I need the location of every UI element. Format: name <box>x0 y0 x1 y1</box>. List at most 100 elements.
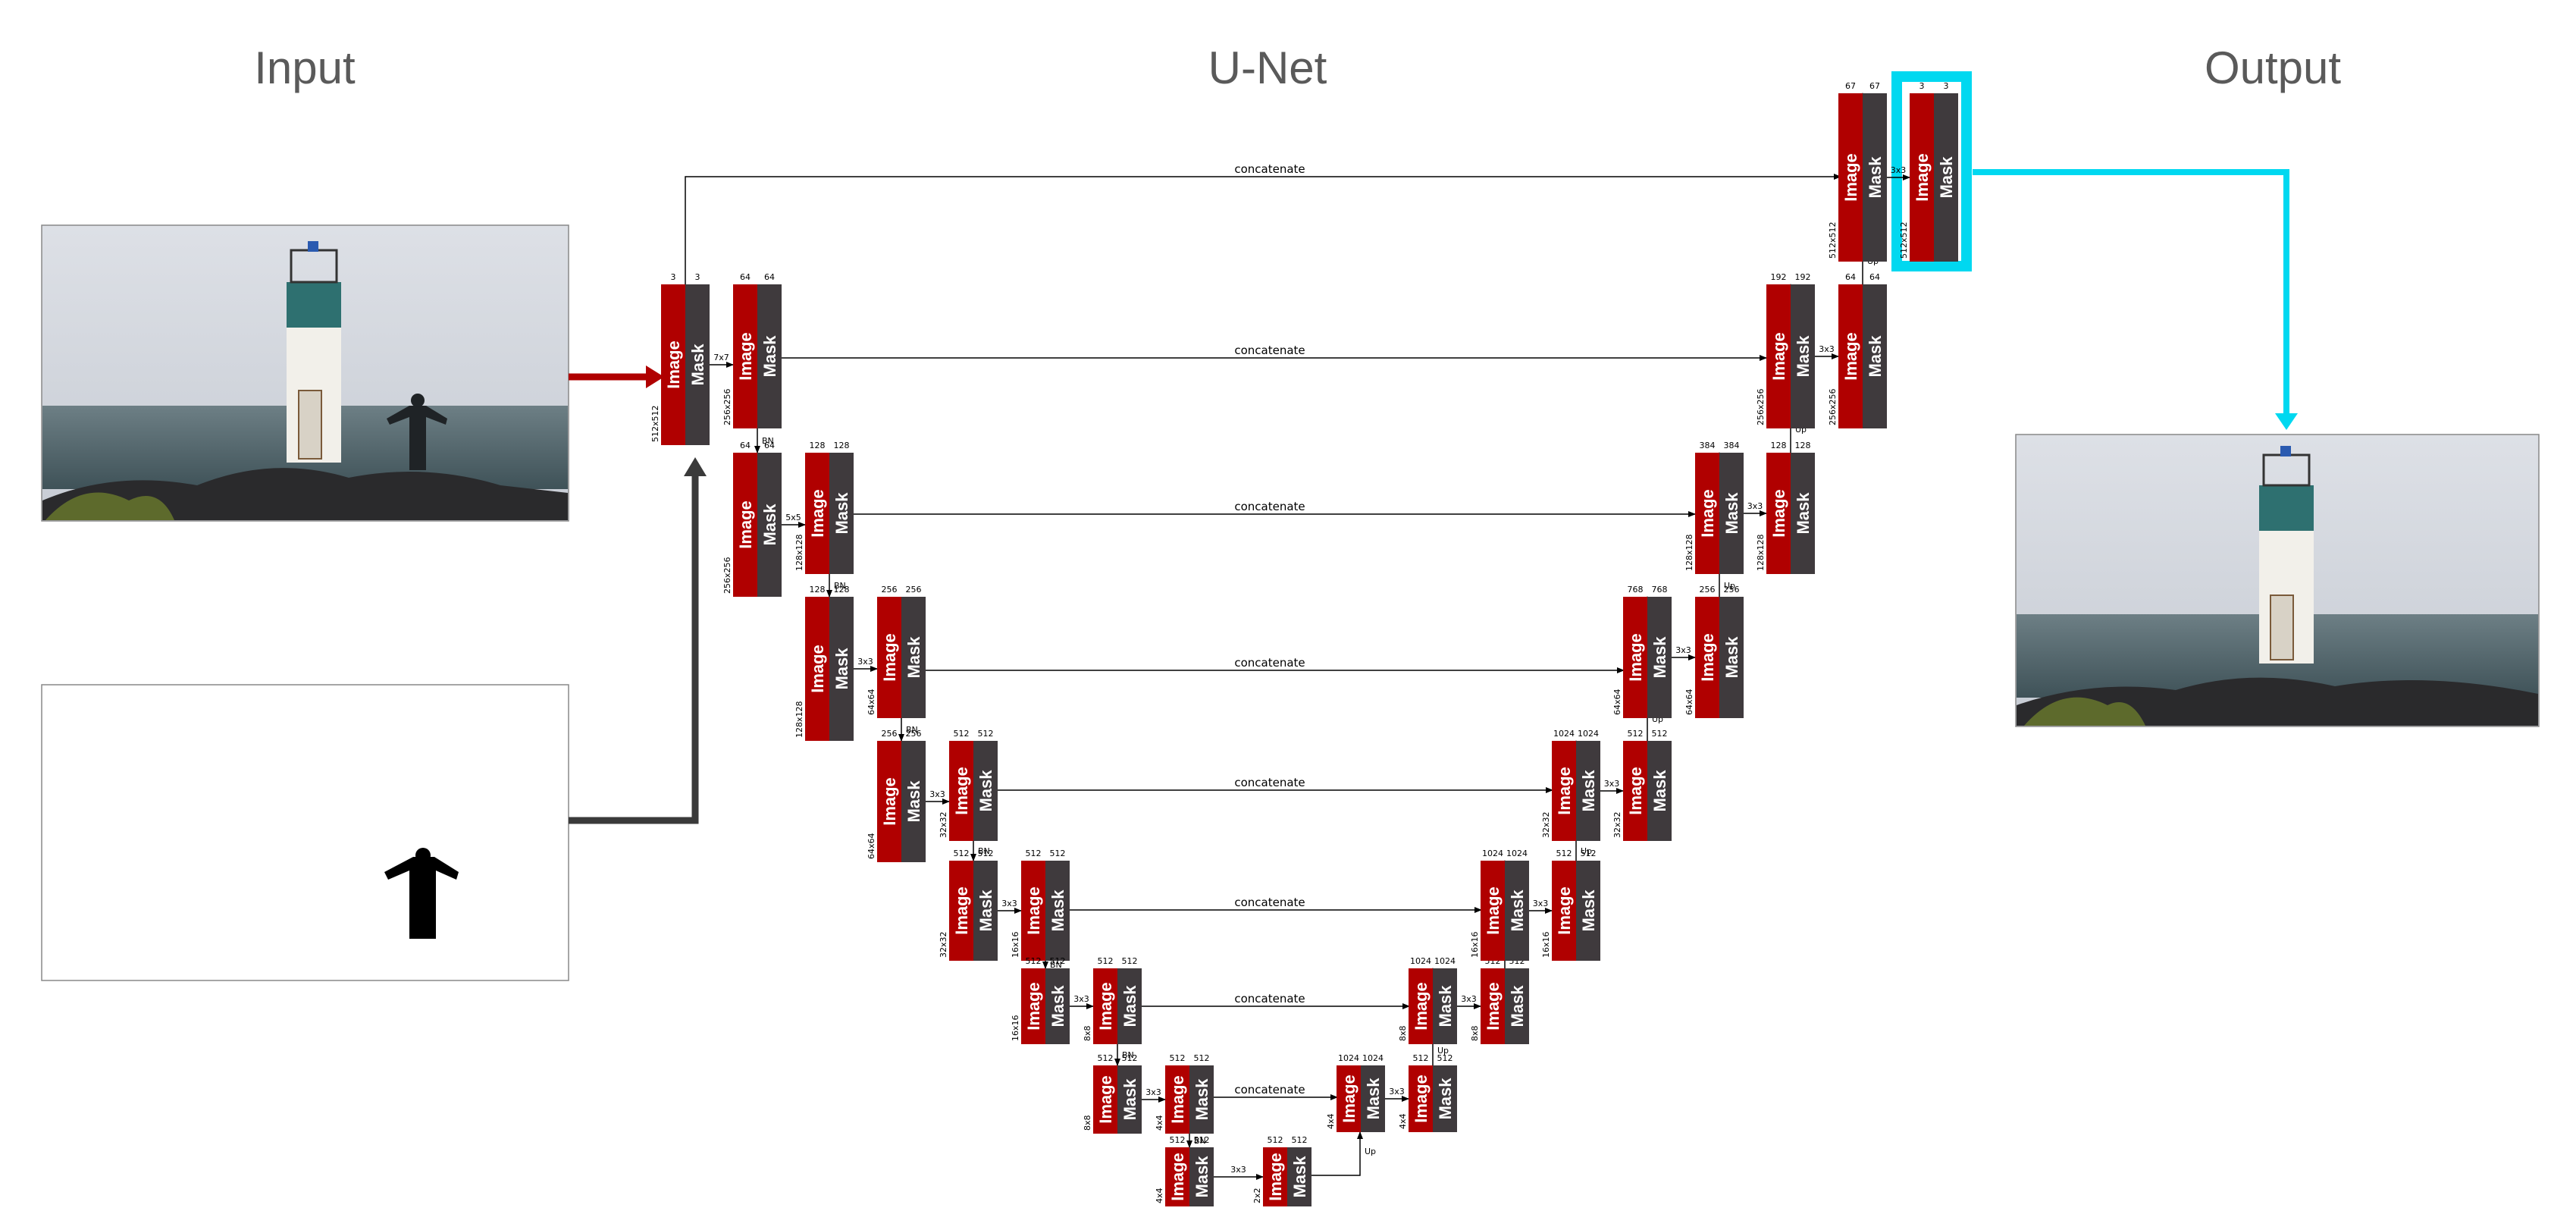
unet-block: Image Mask 64 64 256x256 <box>722 441 782 597</box>
op-label: 3x3 <box>1533 899 1549 908</box>
unet-block: Image Mask 512 512 32x32 <box>939 849 998 961</box>
unet-block: Image Mask 768 768 64x64 <box>1612 585 1672 718</box>
concat-label: concatenate <box>1234 776 1305 789</box>
mask-channel <box>1505 968 1529 1044</box>
op-edge: BN <box>826 574 846 598</box>
mask-channel-count: 512 <box>978 729 994 739</box>
op-edge: 3x3 <box>1214 1165 1264 1180</box>
unet-block: Image Mask 512 512 8x8 <box>1083 1053 1142 1134</box>
unet-block: Image Mask 128 128 128x128 <box>1756 441 1815 574</box>
mask-channel <box>1189 1065 1214 1134</box>
mask-label: Mask <box>1650 636 1669 679</box>
mask-channel <box>1719 597 1744 718</box>
image-channel-count: 64 <box>740 441 751 450</box>
op-edge: 3x3 <box>1815 344 1839 359</box>
unet-block: Image Mask 1024 1024 32x32 <box>1541 729 1600 841</box>
spatial-size: 128x128 <box>794 701 804 738</box>
mask-channel-count: 192 <box>1795 272 1811 282</box>
op-edge: BN <box>970 841 990 861</box>
op-edge: 3x3 <box>854 657 878 672</box>
mask-channel <box>1189 1147 1214 1206</box>
spatial-size: 256x256 <box>1828 388 1838 425</box>
image-channel <box>1409 1065 1433 1132</box>
image-label: Image <box>808 645 827 693</box>
mask-channel <box>1117 1065 1142 1134</box>
mask-channel <box>1433 968 1457 1044</box>
mask-channel-count: 128 <box>834 441 850 450</box>
op-label: 3x3 <box>929 789 945 799</box>
unet-block: Image Mask 128 128 128x128 <box>794 441 854 574</box>
image-channel <box>1695 453 1719 574</box>
unet-block: Image Mask 3 3 512x512 <box>1899 81 1958 262</box>
image-label: Image <box>1555 767 1574 815</box>
unet-block: Image Mask 512 512 32x32 <box>1612 729 1672 841</box>
op-label: 3x3 <box>1001 899 1017 908</box>
image-channel <box>1337 1065 1361 1132</box>
image-channel-count: 512 <box>1098 956 1114 966</box>
image-channel-count: 128 <box>810 585 826 595</box>
mask-label: Mask <box>1794 492 1813 535</box>
mask-channel <box>1045 861 1070 961</box>
spatial-size: 32x32 <box>939 811 948 838</box>
mask-channel <box>1117 968 1142 1044</box>
mask-channel-count: 512 <box>1194 1053 1210 1063</box>
header-input: Input <box>254 42 356 93</box>
spatial-size: 4x4 <box>1155 1115 1164 1131</box>
image-channel <box>1481 861 1505 961</box>
op-edge: BN <box>1186 1134 1206 1148</box>
mask-channel-count: 64 <box>1869 272 1880 282</box>
mask-label: Mask <box>1579 770 1598 812</box>
image-label: Image <box>1555 886 1574 935</box>
spatial-size: 64x64 <box>1684 689 1694 715</box>
unet-block: Image Mask 512 512 4x4 <box>1155 1053 1214 1134</box>
mask-channel <box>973 741 998 841</box>
image-channel-count: 1024 <box>1338 1053 1359 1063</box>
op-label: 3x3 <box>1230 1165 1246 1175</box>
image-channel-count: 512 <box>1170 1135 1186 1145</box>
op-label: 3x3 <box>1675 645 1691 655</box>
image-channel <box>1623 741 1647 841</box>
mask-label: Mask <box>1579 889 1598 932</box>
spatial-size: 128x128 <box>1684 534 1694 571</box>
op-label: BN <box>1122 1050 1134 1060</box>
mask-channel-count: 256 <box>906 585 922 595</box>
image-channel-count: 1024 <box>1410 956 1431 966</box>
mask-channel <box>757 284 782 428</box>
image-label: Image <box>664 340 683 389</box>
image-channel <box>1766 284 1791 428</box>
mask-label: Mask <box>1722 492 1741 535</box>
op-edge: 7x7 <box>710 353 734 368</box>
mask-label: Mask <box>976 889 995 932</box>
mask-label: Mask <box>1508 985 1527 1027</box>
image-channel <box>877 741 901 862</box>
mask-channel-count: 512 <box>1581 849 1597 858</box>
spatial-size: 16x16 <box>1011 931 1020 958</box>
unet-block: Image Mask 3 3 512x512 <box>650 272 710 445</box>
image-label: Image <box>1769 332 1788 381</box>
spatial-size: 8x8 <box>1083 1115 1092 1131</box>
image-channel-count: 512 <box>954 849 970 858</box>
op-label: 3x3 <box>1461 994 1477 1004</box>
image-channel-count: 192 <box>1771 272 1787 282</box>
image-channel <box>1093 968 1117 1044</box>
spatial-size: 256x256 <box>722 388 732 425</box>
skip-connections <box>685 174 1841 1176</box>
image-label: Image <box>1841 153 1860 202</box>
mask-channel-count: 512 <box>1050 849 1066 858</box>
unet-block: Image Mask 512 512 2x2 <box>1252 1135 1312 1206</box>
mask-label: Mask <box>1120 1078 1139 1121</box>
op-edge: 3x3 <box>1529 899 1553 914</box>
header-unet: U-Net <box>1208 42 1327 93</box>
mask-channel-count: 128 <box>1795 441 1811 450</box>
image-label: Image <box>1913 153 1932 202</box>
image-label: Image <box>1168 1153 1187 1201</box>
op-label: Up <box>1365 1147 1376 1156</box>
spatial-size: 32x32 <box>1541 811 1551 838</box>
mask-label: Mask <box>976 770 995 812</box>
image-channel <box>1623 597 1647 718</box>
op-label: Up <box>1724 581 1735 591</box>
mask-label: Mask <box>1650 770 1669 812</box>
op-label: BN <box>834 581 846 591</box>
